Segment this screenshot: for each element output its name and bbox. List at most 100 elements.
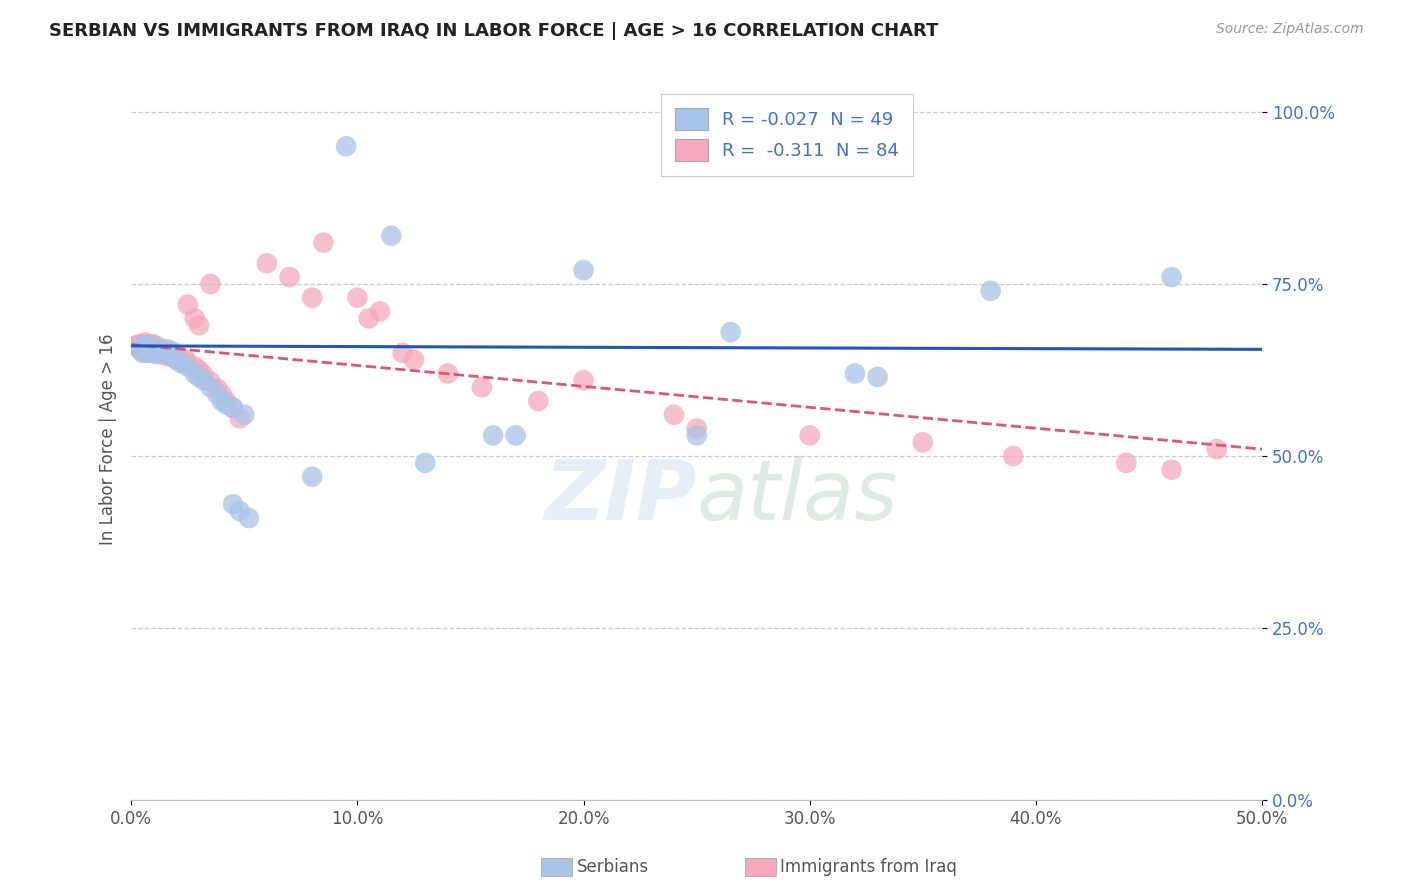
Point <box>301 469 323 483</box>
Point <box>183 359 205 374</box>
Point <box>205 387 228 401</box>
Legend: R = -0.027  N = 49, R =  -0.311  N = 84: R = -0.027 N = 49, R = -0.311 N = 84 <box>661 94 914 176</box>
Point <box>188 318 211 333</box>
Point <box>346 291 368 305</box>
Point <box>141 343 163 357</box>
Point <box>572 373 595 387</box>
Point <box>505 428 527 442</box>
Point <box>720 325 742 339</box>
Point <box>145 340 167 354</box>
Text: Immigrants from Iraq: Immigrants from Iraq <box>780 858 957 876</box>
Point <box>844 367 866 381</box>
Point <box>160 344 183 359</box>
Point <box>148 343 170 357</box>
Point <box>142 337 165 351</box>
Point <box>229 411 252 425</box>
Point <box>148 345 170 359</box>
Point <box>174 352 197 367</box>
Point <box>471 380 494 394</box>
Point <box>149 347 172 361</box>
Point <box>159 347 181 361</box>
Point <box>142 340 165 354</box>
Point <box>129 343 152 357</box>
Point <box>145 347 167 361</box>
Point <box>911 435 934 450</box>
Point <box>222 497 245 511</box>
Point <box>138 339 160 353</box>
Point <box>134 343 156 357</box>
Point <box>183 311 205 326</box>
Point <box>413 456 436 470</box>
Point <box>211 387 233 401</box>
Point <box>131 339 153 353</box>
Point <box>238 511 260 525</box>
Point <box>335 139 357 153</box>
Point <box>142 339 165 353</box>
Point <box>177 356 200 370</box>
Point <box>799 428 821 442</box>
Point <box>1160 270 1182 285</box>
Text: SERBIAN VS IMMIGRANTS FROM IRAQ IN LABOR FORCE | AGE > 16 CORRELATION CHART: SERBIAN VS IMMIGRANTS FROM IRAQ IN LABOR… <box>49 22 939 40</box>
Point <box>156 345 179 359</box>
Point <box>152 343 174 357</box>
Point <box>662 408 685 422</box>
Point <box>142 343 165 357</box>
Point <box>156 349 179 363</box>
Point <box>136 344 159 359</box>
Point <box>177 359 200 374</box>
Point <box>145 345 167 359</box>
Point <box>380 228 402 243</box>
Point <box>200 375 222 389</box>
Point <box>1205 442 1227 457</box>
Point <box>685 428 707 442</box>
Point <box>233 408 256 422</box>
Point <box>1002 449 1025 463</box>
Text: ZIP: ZIP <box>544 456 696 537</box>
Point <box>153 347 176 361</box>
Point <box>153 345 176 359</box>
Point <box>149 345 172 359</box>
Point <box>200 277 222 291</box>
Point <box>167 349 190 363</box>
Point <box>145 343 167 357</box>
Point <box>256 256 278 270</box>
Point <box>145 343 167 357</box>
Point <box>312 235 335 250</box>
Point <box>391 345 413 359</box>
Point <box>138 337 160 351</box>
Point <box>188 370 211 384</box>
Point <box>368 304 391 318</box>
Point <box>131 345 153 359</box>
Point <box>160 349 183 363</box>
Point <box>148 340 170 354</box>
Point <box>1115 456 1137 470</box>
Point <box>170 356 193 370</box>
Point <box>572 263 595 277</box>
Point <box>163 349 186 363</box>
Point <box>131 337 153 351</box>
Point <box>301 291 323 305</box>
Point <box>127 340 149 354</box>
Point <box>685 421 707 435</box>
Point <box>357 311 380 326</box>
Point <box>172 356 194 370</box>
Point <box>200 380 222 394</box>
Point <box>222 401 245 415</box>
Point <box>188 363 211 377</box>
Point <box>134 335 156 350</box>
Point <box>183 367 205 381</box>
Point <box>152 345 174 359</box>
Text: Source: ZipAtlas.com: Source: ZipAtlas.com <box>1216 22 1364 37</box>
Point <box>136 343 159 357</box>
Point <box>482 428 505 442</box>
Point <box>222 401 245 415</box>
Point <box>193 368 215 382</box>
Point <box>866 370 889 384</box>
Text: Serbians: Serbians <box>576 858 648 876</box>
Point <box>142 345 165 359</box>
Point <box>278 270 301 285</box>
Point <box>170 352 193 367</box>
Point <box>141 345 163 359</box>
Point <box>980 284 1002 298</box>
Point <box>136 340 159 354</box>
